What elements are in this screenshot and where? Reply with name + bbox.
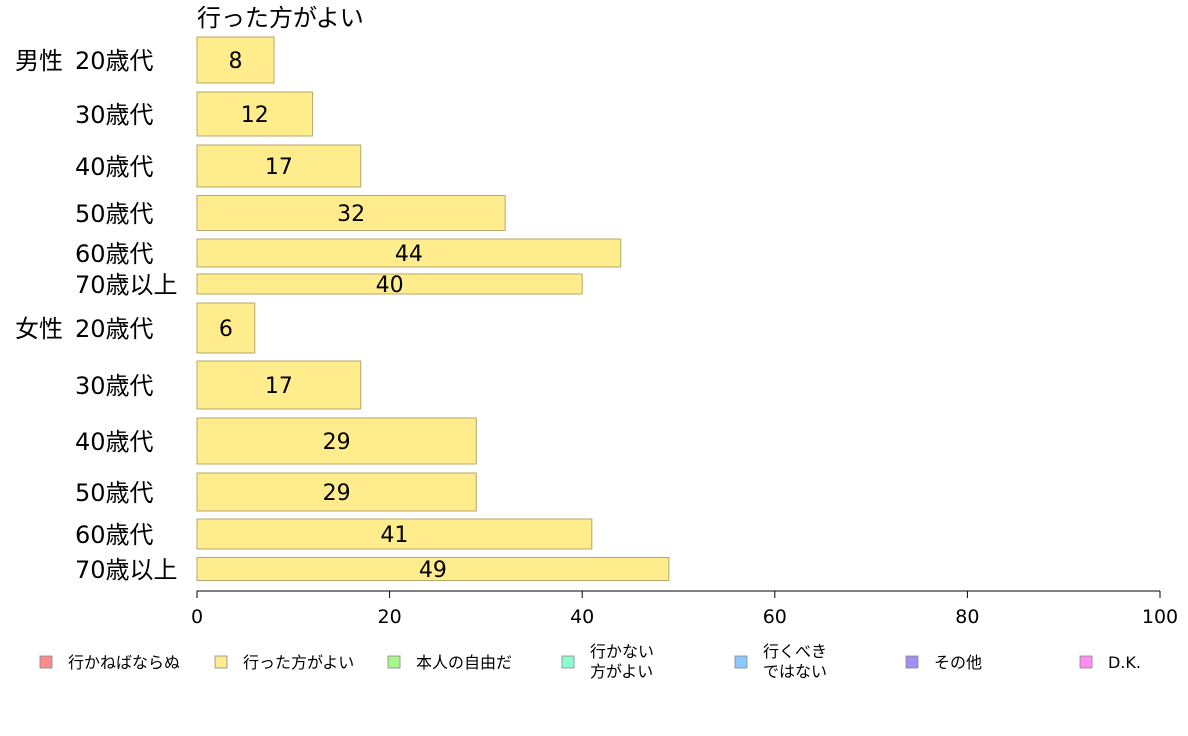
bar bbox=[196, 557, 670, 581]
legend: 行かねばならぬ 行った方がよい 本人の自由だ 行かない方がよい 行くべきではない その他 D… bbox=[39, 642, 1141, 681]
bar bbox=[196, 302, 256, 354]
category-label: 50歳代 bbox=[75, 200, 154, 228]
category-label: 30歳代 bbox=[75, 372, 154, 400]
data-label: 40 bbox=[376, 273, 404, 298]
bar bbox=[196, 417, 477, 465]
legend-label: 行かない方がよい bbox=[590, 642, 654, 681]
category-label: 40歳代 bbox=[75, 153, 154, 181]
legend-label: 本人の自由だ bbox=[416, 653, 512, 672]
data-label: 6 bbox=[219, 317, 233, 342]
category-label: 20歳代 bbox=[75, 315, 154, 343]
bar bbox=[196, 238, 622, 268]
data-label: 32 bbox=[337, 202, 365, 227]
bars-layer: 男性 20歳代 8 30歳代 12 40歳代 17 50歳代 32 60歳代 44 70歳以上 40 女性… bbox=[15, 36, 670, 584]
bar bbox=[196, 36, 275, 84]
data-label: 41 bbox=[380, 523, 408, 548]
data-label: 17 bbox=[265, 155, 293, 180]
legend-swatch bbox=[905, 655, 919, 669]
legend-label: 行くべきではない bbox=[763, 642, 827, 681]
legend-swatch bbox=[39, 655, 53, 669]
bar bbox=[196, 144, 362, 188]
legend-label: D.K. bbox=[1108, 653, 1141, 672]
category-label: 70歳以上 bbox=[75, 271, 178, 299]
series-header: 行った方がよい bbox=[197, 4, 364, 32]
data-label: 29 bbox=[323, 481, 351, 506]
legend-label: その他 bbox=[934, 653, 982, 672]
legend-label: 行かねばならぬ bbox=[68, 653, 180, 672]
legend-label: 行った方がよい bbox=[243, 653, 354, 672]
x-tick-label: 60 bbox=[763, 606, 787, 628]
group-label: 男性 bbox=[15, 47, 63, 75]
bar bbox=[196, 472, 477, 512]
bar bbox=[196, 273, 583, 295]
x-axis: 0 20 40 60 80 100 bbox=[191, 590, 1178, 628]
legend-swatch bbox=[734, 655, 748, 669]
bar bbox=[196, 360, 362, 410]
category-label: 60歳代 bbox=[75, 521, 154, 549]
data-label: 44 bbox=[395, 242, 423, 267]
data-label: 17 bbox=[265, 374, 293, 399]
category-label: 70歳以上 bbox=[75, 556, 178, 584]
legend-swatch bbox=[387, 655, 401, 669]
legend-swatch bbox=[561, 655, 575, 669]
data-label: 29 bbox=[323, 430, 351, 455]
bar bbox=[196, 518, 593, 550]
data-label: 8 bbox=[229, 49, 243, 74]
group-label: 女性 bbox=[15, 315, 63, 343]
bar bbox=[196, 91, 314, 137]
x-tick-label: 100 bbox=[1142, 606, 1178, 628]
category-label: 30歳代 bbox=[75, 101, 154, 129]
legend-swatch bbox=[214, 655, 228, 669]
category-label: 60歳代 bbox=[75, 240, 154, 268]
x-tick-label: 40 bbox=[570, 606, 594, 628]
legend-swatch bbox=[1079, 655, 1093, 669]
x-tick-label: 80 bbox=[955, 606, 979, 628]
category-label: 20歳代 bbox=[75, 47, 154, 75]
category-label: 50歳代 bbox=[75, 479, 154, 507]
x-tick-label: 20 bbox=[378, 606, 402, 628]
x-tick-label: 0 bbox=[191, 606, 203, 628]
category-label: 40歳代 bbox=[75, 428, 154, 456]
bar bbox=[196, 195, 506, 231]
data-label: 49 bbox=[419, 558, 447, 583]
data-label: 12 bbox=[241, 103, 269, 128]
